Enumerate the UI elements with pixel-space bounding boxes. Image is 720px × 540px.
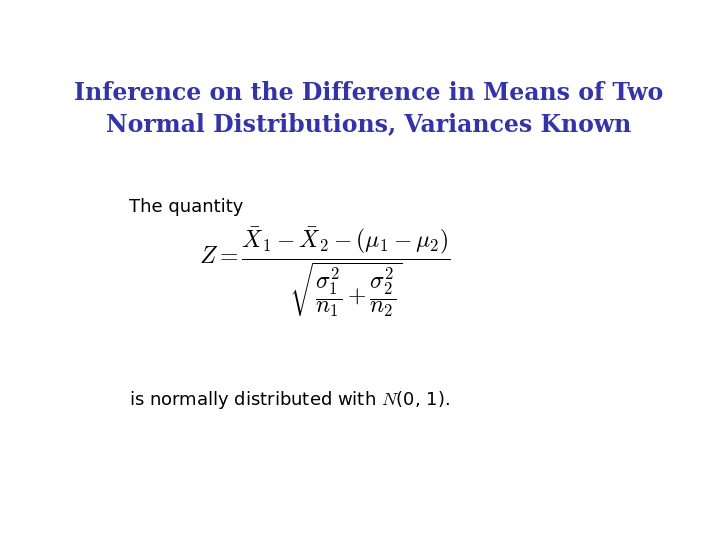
Text: is normally distributed with $\mathit{N}$(0, 1).: is normally distributed with $\mathit{N}… <box>129 389 450 411</box>
Text: The quantity: The quantity <box>129 198 243 216</box>
Text: Inference on the Difference in Means of Two
Normal Distributions, Variances Know: Inference on the Difference in Means of … <box>74 82 664 136</box>
Text: $Z = \dfrac{\bar{X}_1 - \bar{X}_2 - (\mu_1 - \mu_2)}{\sqrt{\dfrac{\sigma_1^2}{n_: $Z = \dfrac{\bar{X}_1 - \bar{X}_2 - (\mu… <box>199 226 450 320</box>
